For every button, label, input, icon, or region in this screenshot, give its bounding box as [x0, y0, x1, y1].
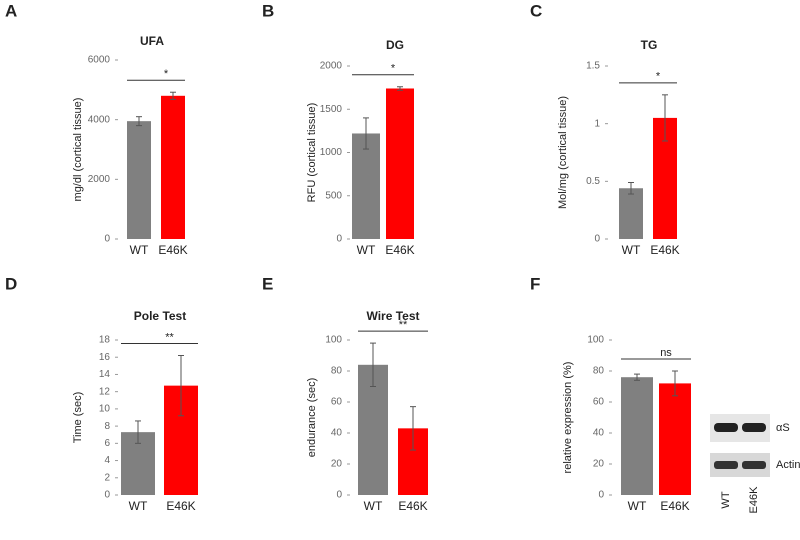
y-tick-label: 80	[593, 366, 605, 377]
x-tick-label: WT	[357, 243, 376, 257]
y-axis-label: RFU (cortical tissue)	[306, 103, 318, 203]
bar	[621, 377, 653, 495]
y-tick-label: 60	[331, 397, 343, 408]
y-axis-label: mg/dl (cortical tissue)	[72, 98, 84, 202]
x-tick-label: E46K	[385, 243, 414, 257]
y-tick-label: 40	[331, 428, 343, 439]
y-axis-label: relative expression (%)	[562, 362, 574, 474]
y-tick-label: 100	[325, 335, 342, 346]
blot-band	[742, 461, 766, 469]
blot-band-label: Actin	[776, 459, 800, 471]
y-tick-label: 6	[104, 438, 110, 449]
panel-label: E	[262, 274, 273, 293]
y-tick-label: 1.5	[586, 61, 600, 72]
x-tick-label: E46K	[660, 499, 689, 513]
y-tick-label: 1500	[320, 104, 343, 115]
y-tick-label: 0	[594, 234, 600, 245]
panel-label: A	[5, 1, 17, 20]
y-tick-label: 80	[331, 366, 343, 377]
y-tick-label: 16	[99, 352, 111, 363]
y-tick-label: 40	[593, 428, 605, 439]
x-tick-label: WT	[129, 499, 148, 513]
significance-label: **	[399, 319, 408, 331]
x-tick-label: WT	[364, 499, 383, 513]
panel-label: F	[530, 274, 540, 293]
blot-lane-label: WT	[720, 491, 732, 508]
blot-band	[742, 423, 766, 432]
y-tick-label: 0	[104, 490, 110, 501]
y-tick-label: 0	[104, 234, 110, 245]
y-tick-label: 4000	[88, 114, 111, 125]
y-tick-label: 0.5	[586, 176, 600, 187]
y-tick-label: 2000	[88, 174, 111, 185]
y-tick-label: 6000	[88, 55, 111, 66]
y-tick-label: 10	[99, 404, 111, 415]
bar	[127, 121, 151, 239]
blot-lane-label: E46K	[748, 486, 760, 514]
chart-title: TG	[641, 38, 658, 52]
y-tick-label: 12	[99, 386, 111, 397]
panel-label: C	[530, 1, 542, 20]
bar	[386, 88, 414, 240]
x-tick-label: E46K	[166, 499, 195, 513]
significance-label: *	[164, 68, 169, 80]
x-tick-label: E46K	[650, 243, 679, 257]
significance-label: *	[391, 63, 396, 75]
blot-band	[714, 423, 738, 432]
bar	[352, 133, 380, 239]
significance-label: **	[165, 331, 174, 343]
y-tick-label: 2000	[320, 61, 343, 72]
y-tick-label: 0	[598, 490, 604, 501]
blot-band-label: αS	[776, 422, 790, 434]
x-tick-label: E46K	[398, 499, 427, 513]
y-tick-label: 2	[104, 472, 110, 483]
y-axis-label: Mol/mg (cortical tissue)	[557, 96, 569, 209]
x-tick-label: WT	[130, 243, 149, 257]
y-tick-label: 20	[593, 459, 605, 470]
bar	[161, 95, 185, 239]
x-tick-label: WT	[622, 243, 641, 257]
x-tick-label: WT	[628, 499, 647, 513]
y-tick-label: 0	[336, 490, 342, 501]
blot-band	[714, 461, 738, 469]
panel-label: D	[5, 274, 17, 293]
significance-label: ns	[660, 347, 672, 359]
y-tick-label: 14	[99, 369, 111, 380]
chart-title: DG	[386, 38, 404, 52]
y-axis-label: Time (sec)	[72, 392, 84, 444]
chart-title: UFA	[140, 34, 164, 48]
chart-title: Pole Test	[134, 309, 186, 323]
y-tick-label: 1000	[320, 147, 343, 158]
y-tick-label: 18	[99, 335, 111, 346]
y-tick-label: 20	[331, 459, 343, 470]
y-tick-label: 100	[587, 335, 604, 346]
y-axis-label: endurance (sec)	[306, 378, 318, 458]
bar	[659, 383, 691, 495]
y-tick-label: 500	[325, 190, 342, 201]
x-tick-label: E46K	[158, 243, 187, 257]
y-tick-label: 0	[336, 234, 342, 245]
y-tick-label: 4	[104, 455, 110, 466]
y-tick-label: 8	[104, 421, 110, 432]
chart-title: Wire Test	[366, 309, 419, 323]
significance-label: *	[656, 71, 661, 83]
panel-label: B	[262, 1, 274, 20]
western-blot	[710, 414, 770, 477]
y-tick-label: 1	[594, 118, 600, 129]
bar	[619, 188, 643, 239]
y-tick-label: 60	[593, 397, 605, 408]
